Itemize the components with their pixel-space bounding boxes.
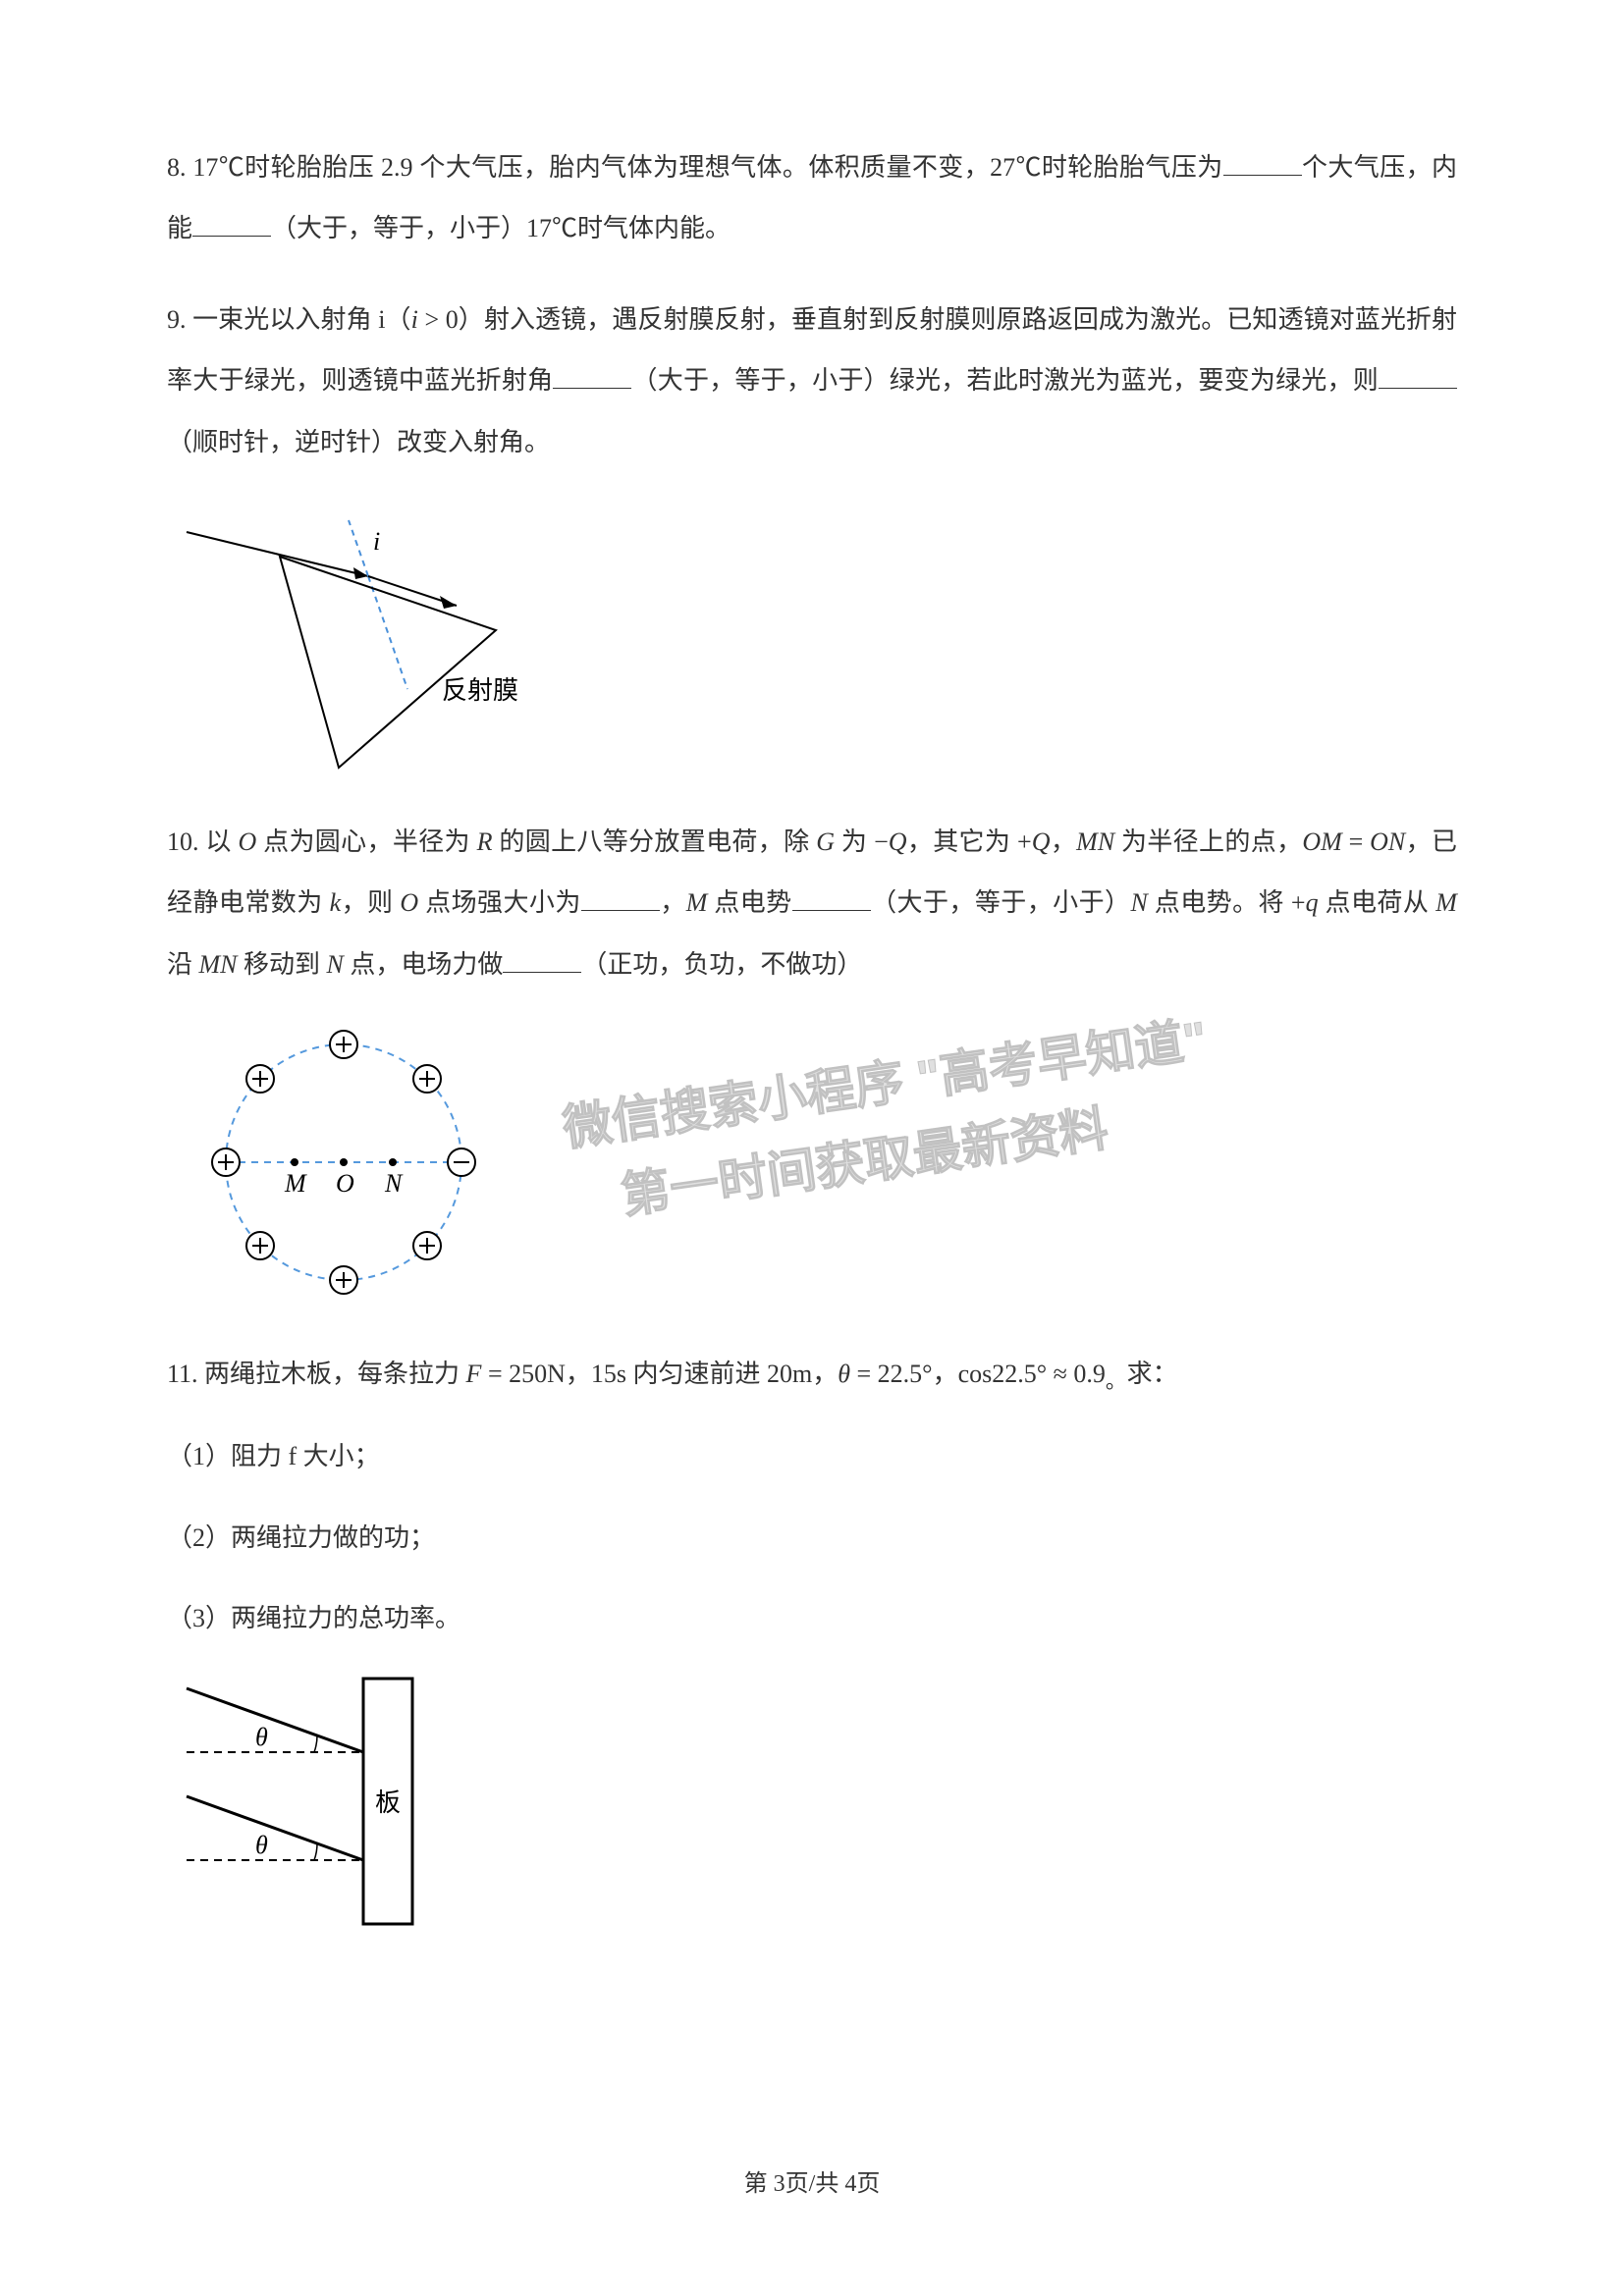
charge-br	[413, 1232, 441, 1259]
q9-diagram: i 反射膜	[167, 493, 1457, 782]
theta2-label: θ	[255, 1831, 268, 1859]
O-label: O	[336, 1169, 354, 1198]
theta1-label: θ	[255, 1723, 268, 1751]
q9-text: 9. 一束光以入射角 i（i > 0）射入透镜，遇反射膜反射，垂直射到反射膜则原…	[167, 290, 1457, 473]
q11-diagram: θ θ 板	[167, 1669, 1457, 1939]
charge-right-minus	[448, 1148, 475, 1176]
q10-diagram: M O N 微信搜索小程序 "高考早知道" 第一时间获取最新资料	[167, 1015, 1457, 1314]
q9-blank-1	[553, 358, 631, 389]
charge-top	[330, 1031, 357, 1058]
q8-blank-1	[1223, 145, 1302, 176]
q10-text: 10. 以 O 点为圆心，半径为 R 的圆上八等分放置电荷，除 G 为 −Q，其…	[167, 812, 1457, 995]
italic-i: i	[411, 305, 418, 334]
charge-left	[212, 1148, 240, 1176]
q8-blank-2	[192, 206, 271, 237]
question-9: 9. 一束光以入射角 i（i > 0）射入透镜，遇反射膜反射，垂直射到反射膜则原…	[167, 290, 1457, 782]
i-label: i	[373, 527, 380, 556]
question-11: 11. 两绳拉木板，每条拉力 F = 250N，15s 内匀速前进 20m，θ …	[167, 1344, 1457, 1939]
membrane-label: 反射膜	[442, 676, 518, 705]
question-8: 8. 17℃时轮胎胎压 2.9 个大气压，胎内气体为理想气体。体积质量不变，27…	[167, 137, 1457, 260]
q10-blank-3	[503, 942, 581, 973]
q11-text: 11. 两绳拉木板，每条拉力 F = 250N，15s 内匀速前进 20m，θ …	[167, 1344, 1457, 1407]
q11-sub3: （3）两绳拉力的总功率。	[167, 1588, 1457, 1649]
M-label: M	[284, 1169, 307, 1198]
watermark-line1: 微信搜索小程序 "高考早知道"	[558, 999, 1211, 1159]
q8-text: 8. 17℃时轮胎胎压 2.9 个大气压，胎内气体为理想气体。体积质量不变，27…	[167, 137, 1457, 260]
page-footer: 第 3页/共 4页	[0, 2163, 1624, 2198]
N-label: N	[384, 1169, 404, 1198]
q10-blank-1	[581, 881, 660, 911]
board-label: 板	[375, 1789, 401, 1817]
charge-tl	[246, 1065, 274, 1093]
q11-sub2: （2）两绳拉力做的功；	[167, 1508, 1457, 1569]
q9-blank-2	[1379, 358, 1457, 389]
q10-blank-2	[792, 881, 871, 911]
watermark-line2: 第一时间获取最新资料	[616, 1090, 1111, 1228]
charge-tr	[413, 1065, 441, 1093]
q11-sub1: （1）阻力 f 大小；	[167, 1426, 1457, 1487]
charge-bl	[246, 1232, 274, 1259]
question-10: 10. 以 O 点为圆心，半径为 R 的圆上八等分放置电荷，除 G 为 −Q，其…	[167, 812, 1457, 1314]
charge-bottom	[330, 1266, 357, 1294]
